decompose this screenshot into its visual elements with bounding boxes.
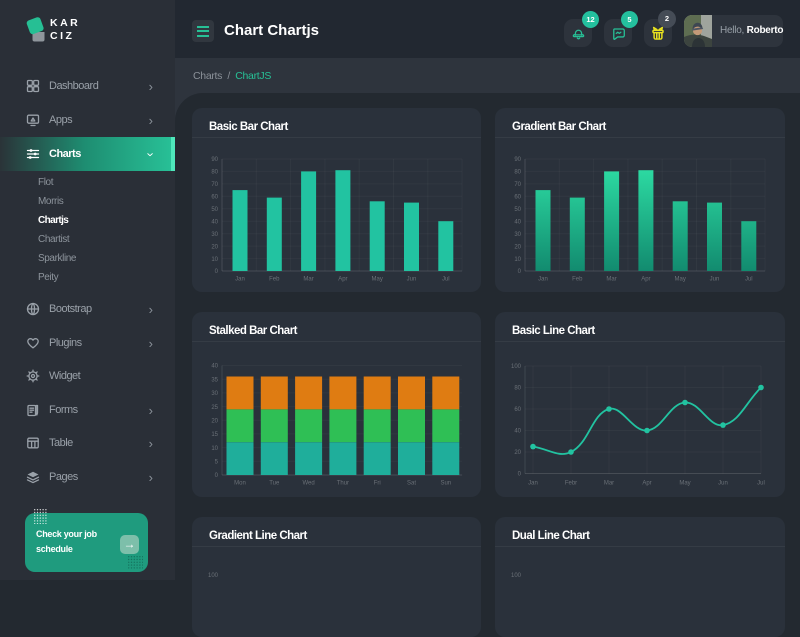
svg-text:Feb: Feb [572,277,583,283]
svg-text:90: 90 [211,157,218,163]
svg-text:30: 30 [514,232,521,238]
svg-text:25: 25 [211,405,218,411]
svg-text:100: 100 [511,364,522,370]
svg-text:30: 30 [211,232,218,238]
svg-text:Jul: Jul [757,481,765,487]
svg-text:Jan: Jan [538,277,548,283]
svg-text:40: 40 [514,429,521,435]
svg-text:Apr: Apr [641,277,650,283]
svg-text:20: 20 [514,244,521,250]
svg-text:Jul: Jul [745,277,753,283]
svg-text:Mon: Mon [234,481,246,487]
svg-text:May: May [679,481,690,487]
svg-text:60: 60 [514,195,521,201]
svg-text:Mar: Mar [303,277,313,283]
svg-text:35: 35 [211,377,218,383]
svg-text:60: 60 [211,195,218,201]
svg-text:15: 15 [211,432,218,438]
svg-text:80: 80 [514,386,521,392]
svg-text:0: 0 [215,269,219,275]
svg-text:10: 10 [211,446,218,452]
svg-text:20: 20 [211,244,218,250]
svg-text:40: 40 [211,364,218,370]
svg-text:10: 10 [514,257,521,263]
svg-text:Fri: Fri [374,481,381,487]
svg-text:May: May [372,277,383,283]
svg-text:10: 10 [211,257,218,263]
svg-text:Jul: Jul [442,277,450,283]
svg-text:Wed: Wed [302,481,314,487]
svg-text:Apr: Apr [642,481,651,487]
svg-text:Jun: Jun [718,481,728,487]
svg-text:100: 100 [511,573,522,579]
svg-text:Mar: Mar [606,277,616,283]
svg-text:Mar: Mar [604,481,614,487]
svg-text:0: 0 [518,472,522,478]
svg-text:Febr: Febr [565,481,577,487]
svg-text:May: May [675,277,686,283]
svg-text:Apr: Apr [338,277,347,283]
svg-text:Sun: Sun [440,481,451,487]
svg-text:80: 80 [211,170,218,176]
svg-text:70: 70 [514,182,521,188]
svg-text:Jun: Jun [710,277,720,283]
svg-text:90: 90 [514,157,521,163]
svg-text:5: 5 [215,460,219,466]
svg-text:100: 100 [208,573,219,579]
svg-text:80: 80 [514,170,521,176]
svg-text:Sat: Sat [407,481,416,487]
svg-text:Jan: Jan [235,277,245,283]
svg-text:0: 0 [215,473,219,479]
svg-text:Thur: Thur [337,481,349,487]
svg-text:Jun: Jun [407,277,417,283]
svg-text:30: 30 [211,391,218,397]
svg-text:40: 40 [211,219,218,225]
svg-text:50: 50 [211,207,218,213]
svg-text:20: 20 [211,419,218,425]
svg-text:Tue: Tue [269,481,280,487]
svg-text:Feb: Feb [269,277,280,283]
svg-text:60: 60 [514,407,521,413]
svg-text:20: 20 [514,450,521,456]
svg-text:40: 40 [514,219,521,225]
svg-text:70: 70 [211,182,218,188]
svg-text:50: 50 [514,207,521,213]
svg-text:Jan: Jan [528,481,538,487]
svg-text:0: 0 [518,269,522,275]
